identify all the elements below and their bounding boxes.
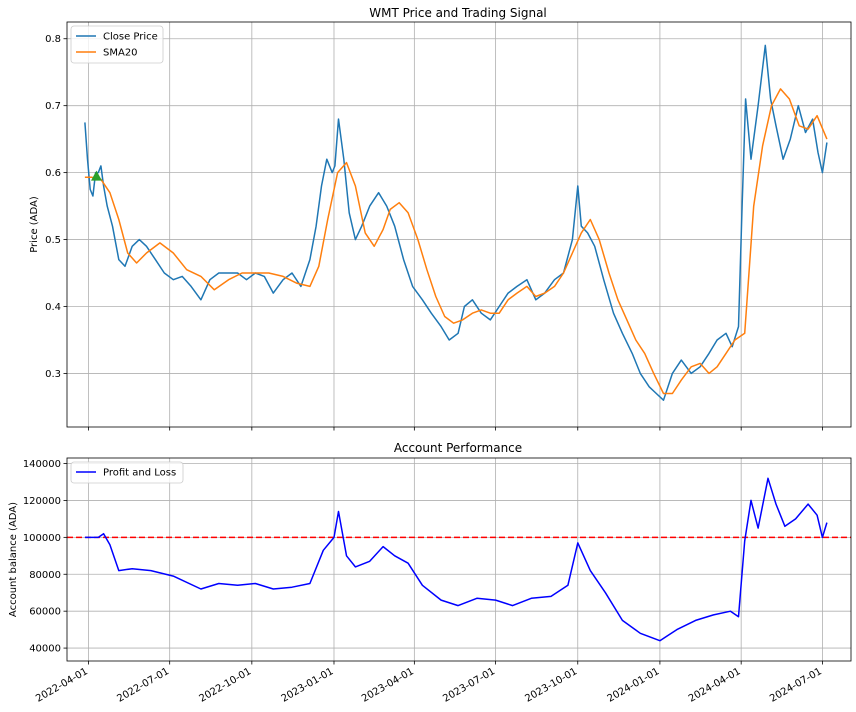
price-plot-frame <box>66 21 852 428</box>
y-tick-label: 0.8 <box>45 34 61 45</box>
y-tick-label: 80000 <box>29 570 61 581</box>
sma20-line <box>84 88 828 395</box>
price-y-ticks: 0.3 0.4 0.5 0.6 0.7 0.8 <box>45 34 67 380</box>
price-y-axis-label: Price (ADA) <box>29 196 40 253</box>
x-tick-label: 2022-04-01 <box>34 666 90 705</box>
account-y-ticks: 40000 60000 80000 100000 120000 140000 <box>23 459 67 655</box>
y-tick-label: 0.6 <box>45 168 61 179</box>
account-x-ticks: 2022-04-01 2022-07-01 2022-10-01 2023-01-01… <box>34 661 824 705</box>
price-series <box>84 44 828 401</box>
profit-and-loss-line <box>84 477 828 642</box>
legend-label-close-price: Close Price <box>103 32 158 43</box>
x-tick-label: 2024-04-01 <box>687 666 743 705</box>
x-tick-label: 2023-01-01 <box>280 666 336 705</box>
y-tick-label: 0.4 <box>45 302 61 313</box>
account-legend-box <box>70 461 184 484</box>
price-x-ticks <box>88 427 823 431</box>
x-tick-label: 2023-07-01 <box>441 666 497 705</box>
account-gridlines <box>67 458 851 661</box>
price-chart-title: WMT Price and Trading Signal <box>369 6 547 20</box>
price-panel: WMT Price and Trading Signal 0.30.40.50.… <box>29 6 852 431</box>
price-gridlines <box>67 22 851 427</box>
account-y-axis-label: Account balance (ADA) <box>8 502 19 617</box>
y-tick-label: 0.3 <box>45 369 61 380</box>
x-tick-label: 2023-04-01 <box>360 666 416 705</box>
y-tick-label: 0.5 <box>45 235 61 246</box>
close-price-line <box>84 44 828 401</box>
y-tick-label: 0.7 <box>45 101 61 112</box>
y-tick-label: 60000 <box>29 607 61 618</box>
y-tick-label: 100000 <box>23 533 61 544</box>
price-markers <box>90 170 102 181</box>
x-tick-label: 2022-10-01 <box>198 666 254 705</box>
account-plot-frame <box>66 457 852 662</box>
account-series <box>84 477 828 642</box>
legend-label-sma20: SMA20 <box>103 48 138 59</box>
y-tick-label: 40000 <box>29 644 61 655</box>
y-tick-label: 120000 <box>23 496 61 507</box>
account-chart-title: Account Performance <box>394 441 522 455</box>
y-tick-label: 140000 <box>23 459 61 470</box>
x-tick-label: 2022-07-01 <box>115 666 171 705</box>
account-legend: Profit and Loss <box>70 461 184 484</box>
legend-label-profit-and-loss: Profit and Loss <box>103 468 176 479</box>
x-tick-label: 2024-01-01 <box>606 666 662 705</box>
x-tick-label: 2024-07-01 <box>768 666 824 705</box>
price-legend: Close Price SMA20 <box>70 25 164 64</box>
buy-signal-marker <box>90 170 102 181</box>
x-tick-label: 2023-10-01 <box>523 666 579 705</box>
account-panel: Account Performance 40000 60000 80000 10000… <box>8 441 852 705</box>
